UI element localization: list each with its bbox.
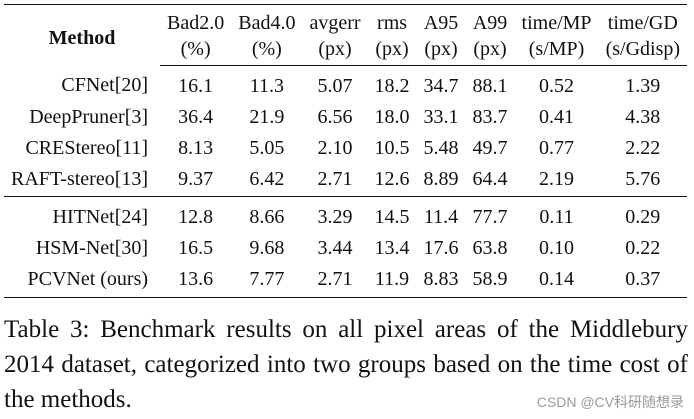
value-cell: 11.4	[423, 205, 459, 228]
value-cell: 58.9	[465, 263, 515, 298]
table-row: PCVNet (ours) 13.6 7.77 2.71 11.9 8.83 58.9 0.1…	[4, 263, 688, 298]
value-cell: 2.71	[302, 263, 368, 298]
value-cell: 2.19	[514, 163, 599, 197]
value-cell: 16.1	[178, 74, 214, 97]
value-cell: 18.2	[374, 74, 410, 97]
table-row: RAFT-stereo[13] 9.37 6.42 2.71 12.6 8.89 64.4 2…	[4, 163, 688, 197]
value-cell: 4.38	[625, 105, 661, 128]
value-cell: 10.5	[374, 136, 410, 159]
value-cell: 6.42	[231, 163, 303, 197]
value-cell: 1.39	[625, 74, 661, 97]
value-cell: 0.10	[539, 236, 575, 259]
header-a99: A99	[465, 4, 515, 36]
header-bad2: Bad2.0	[160, 4, 232, 36]
header-row-titles: Method Bad2.0 Bad4.0 avgerr rms A95 A99 …	[4, 4, 688, 66]
value-cell: 7.77	[231, 263, 303, 298]
header-a95: A95	[416, 4, 466, 36]
value-cell: 5.76	[598, 163, 688, 197]
method-cell: RAFT-stereo[13]	[4, 163, 161, 197]
method-cell: HSM-Net[30]	[35, 236, 149, 259]
table-group-slow: CFNet[20] 16.1 11.3 5.07 18.2 34.7 88.1 0.52 1.3…	[4, 66, 688, 197]
value-cell: 8.83	[416, 263, 466, 298]
value-cell: 3.29	[317, 205, 353, 228]
value-cell: 13.4	[374, 236, 410, 259]
value-cell: 14.5	[374, 205, 410, 228]
value-cell: 12.6	[367, 163, 417, 197]
value-cell: 88.1	[472, 74, 508, 97]
value-cell: 34.7	[423, 74, 459, 97]
table-row: HSM-Net[30] 16.5 9.68 3.44 13.4 17.6 63.8 0.10 0…	[4, 232, 687, 263]
value-cell: 3.44	[317, 236, 353, 259]
method-cell: PCVNet (ours)	[4, 263, 161, 298]
unit-rms: (px)	[367, 36, 417, 66]
value-cell: 2.71	[302, 163, 368, 197]
value-cell: 77.7	[472, 205, 508, 228]
value-cell: 8.13	[178, 136, 214, 159]
value-cell: 0.77	[539, 136, 575, 159]
value-cell: 5.07	[317, 74, 353, 97]
value-cell: 0.37	[598, 263, 688, 298]
table-row: HITNet[24] 12.8 8.66 3.29 14.5 11.4 77.7 0.11 0.…	[4, 197, 687, 233]
unit-a99: (px)	[465, 36, 515, 66]
benchmark-table: Method Bad2.0 Bad4.0 avgerr rms A95 A99 …	[4, 4, 688, 298]
value-cell: 6.56	[317, 105, 353, 128]
watermark: CSDN @CV科研随想录	[536, 394, 684, 410]
value-cell: 2.22	[625, 136, 661, 159]
value-cell: 0.41	[539, 105, 575, 128]
header-method: Method	[4, 4, 161, 66]
value-cell: 21.9	[249, 105, 285, 128]
value-cell: 63.8	[472, 236, 508, 259]
value-cell: 9.37	[160, 163, 232, 197]
value-cell: 13.6	[160, 263, 232, 298]
value-cell: 11.9	[367, 263, 417, 298]
header-rms: rms	[367, 4, 417, 36]
table-row: CREStereo[11] 8.13 5.05 2.10 10.5 5.48 49.7 0.7…	[4, 132, 687, 163]
unit-bad4: (%)	[231, 36, 303, 66]
table-group-fast: HITNet[24] 12.8 8.66 3.29 14.5 11.4 77.7 0.11 0.…	[4, 197, 688, 298]
value-cell: 0.11	[539, 205, 574, 228]
unit-bad2: (%)	[160, 36, 232, 66]
unit-a95: (px)	[416, 36, 466, 66]
method-cell: DeepPruner[3]	[29, 105, 149, 128]
method-cell: CFNet[20]	[61, 74, 149, 97]
header-row-units: (%) (%) (px) (px) (px) (px) (s/MP) (s/Gd…	[4, 36, 688, 66]
value-cell: 0.22	[625, 236, 661, 259]
value-cell: 8.89	[416, 163, 466, 197]
method-cell: CREStereo[11]	[25, 136, 149, 159]
table-header: Method Bad2.0 Bad4.0 avgerr rms A95 A99 …	[4, 4, 688, 66]
value-cell: 0.29	[625, 205, 661, 228]
value-cell: 49.7	[472, 136, 508, 159]
value-cell: 17.6	[423, 236, 459, 259]
value-cell: 12.8	[178, 205, 214, 228]
value-cell: 0.14	[514, 263, 599, 298]
header-bad4: Bad4.0	[231, 4, 303, 36]
value-cell: 33.1	[423, 105, 459, 128]
value-cell: 0.52	[539, 74, 575, 97]
value-cell: 36.4	[178, 105, 214, 128]
unit-time-gd: (s/Gdisp)	[598, 36, 688, 66]
value-cell: 83.7	[472, 105, 508, 128]
value-cell: 16.5	[178, 236, 214, 259]
header-time-gd: time/GD	[598, 4, 688, 36]
table-caption: Table 3: Benchmark results on all pixel …	[4, 316, 688, 413]
table-row: CFNet[20] 16.1 11.3 5.07 18.2 34.7 88.1 0.52 1.3…	[4, 66, 687, 102]
unit-avgerr: (px)	[302, 36, 368, 66]
value-cell: 11.3	[249, 74, 284, 97]
value-cell: 18.0	[374, 105, 410, 128]
value-cell: 2.10	[317, 136, 353, 159]
value-cell: 64.4	[465, 163, 515, 197]
value-cell: 5.48	[423, 136, 459, 159]
value-cell: 9.68	[249, 236, 285, 259]
method-cell: HITNet[24]	[52, 205, 149, 228]
header-time-mp: time/MP	[514, 4, 599, 36]
table-row: DeepPruner[3] 36.4 21.9 6.56 18.0 33.1 83.7 0.4…	[4, 101, 687, 132]
header-avgerr: avgerr	[302, 4, 368, 36]
value-cell: 5.05	[249, 136, 285, 159]
unit-time-mp: (s/MP)	[514, 36, 599, 66]
value-cell: 8.66	[249, 205, 285, 228]
